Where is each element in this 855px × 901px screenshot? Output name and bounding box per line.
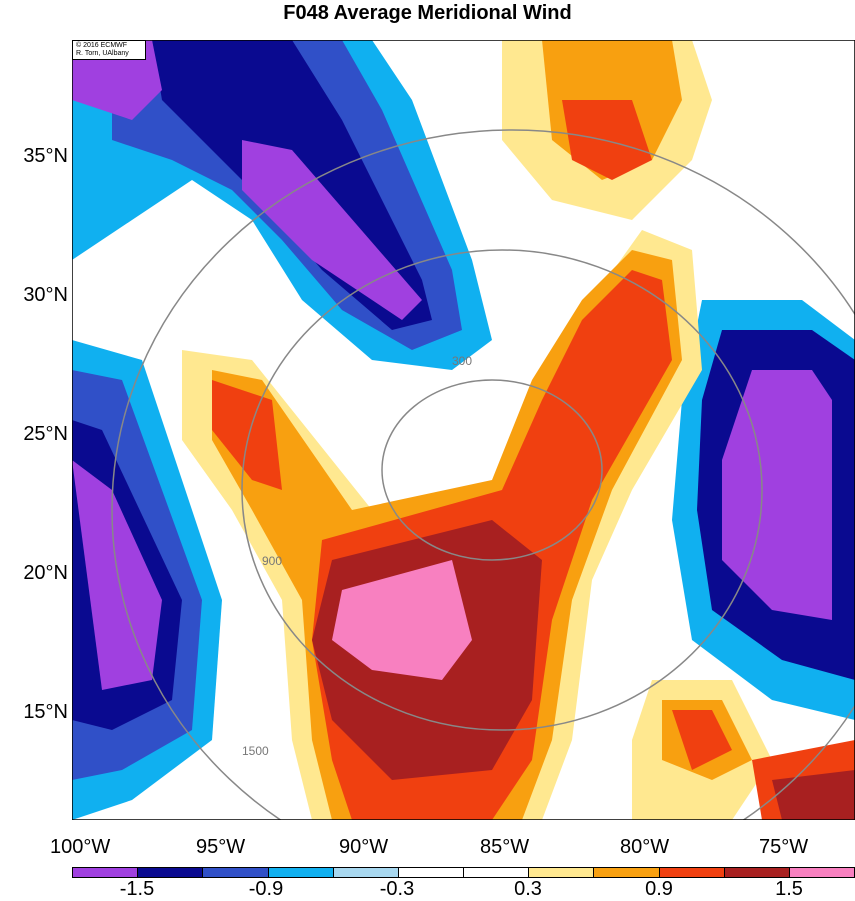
colorbar-swatch-11 [789,868,855,877]
contour-label-1500: 1500 [242,744,269,758]
lat-label-30: 30°N [23,284,68,306]
wind-map: 300 900 1500 [72,40,855,820]
colorbar-swatch-5 [398,868,465,877]
credit-box: © 2016 ECMWF R. Torn, UAlbany [72,40,146,60]
lon-label-90w: 90°W [339,836,389,858]
colorbar-swatch-6 [464,868,530,877]
colorbar-swatch-9 [659,868,725,877]
colorbar-swatch-0 [73,868,139,877]
colorbar-tick-label: 0.9 [645,878,673,900]
lat-label-25: 25°N [23,423,68,445]
colorbar-swatch-3 [268,868,334,877]
lon-label-80w: 80°W [620,836,670,858]
colorbar-swatch-4 [333,868,399,877]
colorbar-tick-label: -0.3 [379,878,415,900]
lon-label-100w: 100°W [50,836,111,858]
colorbar-tick-label: 1.5 [775,878,803,900]
lat-label-15: 15°N [23,701,68,723]
colorbar-tick-label: -0.9 [248,878,284,900]
contour-label-900: 900 [262,554,282,568]
contour-900 [241,249,763,731]
colorbar-tick-label: -1.5 [119,878,155,900]
lon-label-85w: 85°W [480,836,530,858]
colorbar-tick-label: 0.3 [514,878,542,900]
contour-300 [381,379,603,561]
map-title: F048 Average Meridional Wind [283,2,572,24]
contour-1500 [111,129,855,820]
lon-label-75w: 75°W [759,836,809,858]
colorbar-swatch-2 [203,868,269,877]
colorbar-swatch-10 [724,868,790,877]
contour-label-300: 300 [452,354,472,368]
lat-label-20: 20°N [23,562,68,584]
colorbar-swatch-8 [594,868,660,877]
credit-line-2: R. Torn, UAlbany [76,50,129,57]
colorbar [72,867,855,878]
credit-line-1: © 2016 ECMWF [76,42,128,49]
colorbar-swatch-7 [529,868,595,877]
lat-label-35: 35°N [23,145,68,167]
colorbar-swatch-1 [138,868,204,877]
lon-label-95w: 95°W [196,836,246,858]
